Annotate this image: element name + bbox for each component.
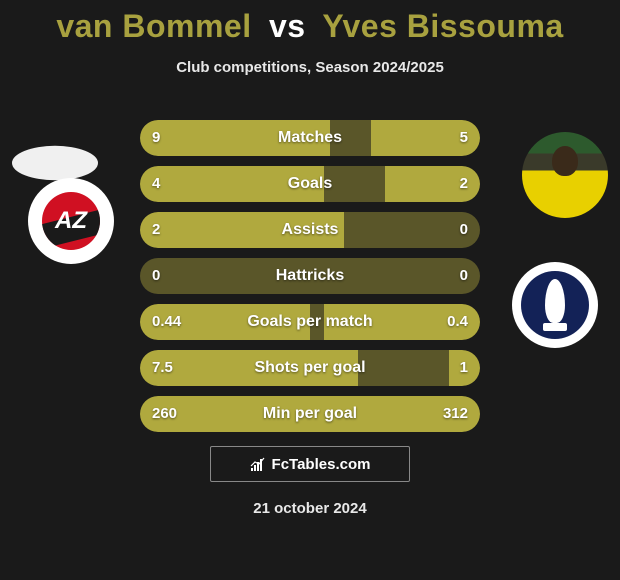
stat-row: 7.51Shots per goal — [140, 350, 480, 386]
player1-club-badge: AZ — [28, 178, 114, 264]
comparison-title: van Bommel vs Yves Bissouma — [0, 0, 620, 45]
spurs-badge-icon — [521, 271, 589, 339]
player1-name: van Bommel — [56, 8, 251, 44]
player2-name: Yves Bissouma — [322, 8, 563, 44]
stat-row: 00Hattricks — [140, 258, 480, 294]
source-site-name: FcTables.com — [272, 456, 371, 473]
player1-avatar — [12, 146, 98, 180]
stat-row: 0.440.4Goals per match — [140, 304, 480, 340]
stat-label: Matches — [140, 120, 480, 156]
stats-container: 95Matches 42Goals 20Assists 00Hattricks 0.44… — [140, 120, 480, 442]
stat-row: 95Matches — [140, 120, 480, 156]
stat-label: Goals per match — [140, 304, 480, 340]
stat-row: 42Goals — [140, 166, 480, 202]
stat-row: 20Assists — [140, 212, 480, 248]
player2-avatar — [522, 132, 608, 218]
stat-label: Min per goal — [140, 396, 480, 432]
fctables-logo-icon — [250, 456, 266, 472]
stat-label: Goals — [140, 166, 480, 202]
comparison-date: 21 october 2024 — [0, 500, 620, 517]
source-attribution: FcTables.com — [210, 446, 410, 482]
stat-row: 260312Min per goal — [140, 396, 480, 432]
stat-label: Shots per goal — [140, 350, 480, 386]
subtitle: Club competitions, Season 2024/2025 — [0, 59, 620, 76]
az-badge-icon: AZ — [42, 192, 100, 250]
vs-text: vs — [269, 8, 306, 44]
stat-label: Hattricks — [140, 258, 480, 294]
player2-club-badge — [512, 262, 598, 348]
stat-label: Assists — [140, 212, 480, 248]
